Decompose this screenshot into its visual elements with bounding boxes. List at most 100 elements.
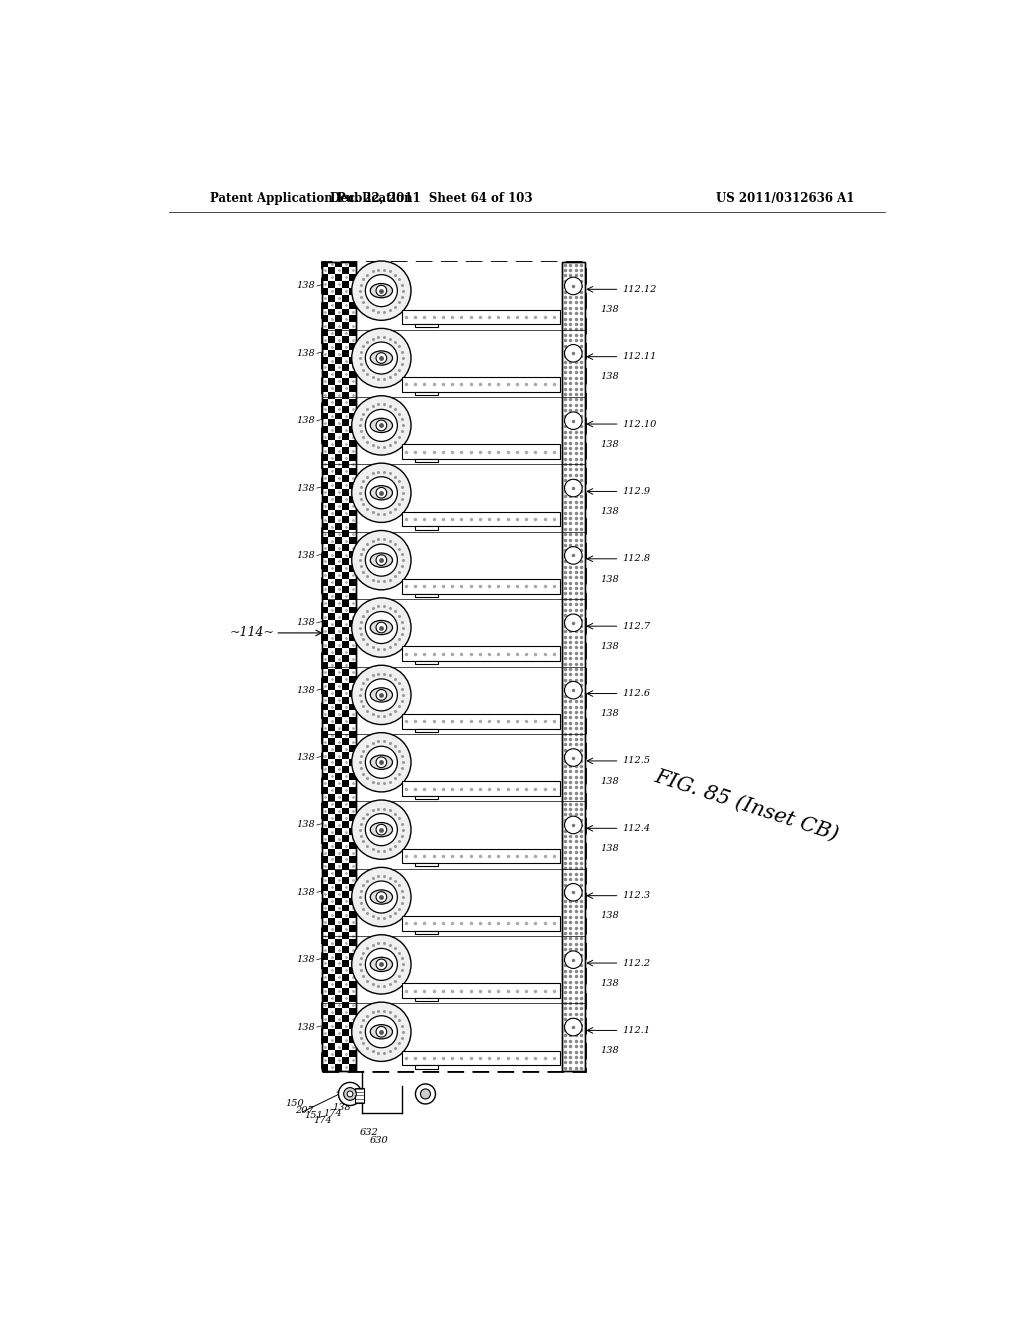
Circle shape [564, 681, 582, 700]
Bar [349, 648, 356, 655]
Bar [349, 454, 356, 461]
Text: Patent Application Publication: Patent Application Publication [210, 191, 413, 205]
Circle shape [376, 1027, 387, 1038]
Bar [336, 676, 342, 682]
Circle shape [416, 1084, 435, 1104]
Bar [329, 281, 336, 288]
Bar [349, 898, 356, 904]
Bar [349, 676, 356, 682]
Bar [342, 544, 349, 552]
Circle shape [376, 622, 387, 632]
Circle shape [376, 420, 387, 430]
Bar [322, 870, 329, 876]
Bar [329, 544, 336, 552]
Bar [329, 488, 336, 496]
Bar [329, 461, 336, 469]
Circle shape [351, 867, 411, 927]
Bar [336, 469, 342, 475]
Bar [415, 594, 438, 597]
Bar [329, 710, 336, 718]
Circle shape [351, 598, 411, 657]
Bar [342, 946, 349, 953]
Bar [336, 593, 342, 599]
Ellipse shape [371, 1024, 392, 1039]
Bar [336, 496, 342, 503]
Bar [349, 496, 356, 503]
Bar [329, 919, 336, 925]
Text: 138: 138 [297, 752, 315, 762]
Text: 138: 138 [600, 709, 620, 718]
Bar [342, 433, 349, 441]
Text: 138: 138 [297, 281, 315, 290]
Text: 138: 138 [297, 1023, 315, 1031]
Bar [336, 759, 342, 766]
Bar [336, 537, 342, 544]
Bar [336, 275, 342, 281]
Bar [349, 774, 356, 780]
Text: 174: 174 [323, 1110, 342, 1118]
Circle shape [366, 948, 397, 981]
Bar [356, 397, 562, 465]
Bar [402, 445, 560, 459]
Circle shape [351, 396, 411, 455]
Bar [349, 857, 356, 863]
Text: 138: 138 [297, 956, 315, 964]
Bar [322, 953, 329, 960]
Bar [415, 931, 438, 933]
Circle shape [564, 950, 582, 969]
Bar [336, 842, 342, 849]
Bar [329, 475, 336, 482]
Bar [349, 814, 356, 821]
Bar [322, 800, 329, 808]
Bar [336, 966, 342, 974]
Bar [329, 503, 336, 510]
Bar [349, 1022, 356, 1030]
Bar [349, 552, 356, 558]
Bar [349, 966, 356, 974]
Bar [322, 426, 329, 433]
Text: 138: 138 [600, 305, 620, 314]
Bar [349, 731, 356, 738]
Bar [349, 842, 356, 849]
Bar [322, 966, 329, 974]
Bar [356, 936, 562, 1003]
Bar [322, 718, 329, 725]
Text: 207: 207 [295, 1106, 314, 1114]
Bar [349, 371, 356, 378]
Bar [322, 884, 329, 891]
Circle shape [366, 544, 397, 576]
Bar [336, 565, 342, 572]
Bar [342, 821, 349, 829]
Circle shape [564, 1018, 582, 1036]
Bar [329, 891, 336, 898]
Bar [336, 787, 342, 793]
Bar [329, 655, 336, 663]
Bar [322, 552, 329, 558]
Bar [415, 796, 438, 799]
Bar [329, 821, 336, 829]
Bar [329, 808, 336, 814]
Circle shape [564, 412, 582, 429]
Text: 138: 138 [600, 507, 620, 516]
Bar [329, 697, 336, 704]
Bar [336, 898, 342, 904]
Circle shape [366, 342, 397, 374]
Circle shape [351, 733, 411, 792]
Bar [329, 836, 336, 842]
Bar [329, 987, 336, 995]
Bar [342, 766, 349, 774]
Bar [336, 870, 342, 876]
Bar [322, 537, 329, 544]
Bar [402, 309, 560, 325]
Bar [322, 578, 329, 586]
Bar [322, 842, 329, 849]
Bar [329, 669, 336, 676]
Text: 630: 630 [370, 1135, 389, 1144]
Bar [415, 661, 438, 664]
Bar [322, 482, 329, 488]
Circle shape [564, 614, 582, 631]
Bar [342, 752, 349, 759]
Bar [329, 863, 336, 870]
Bar [322, 385, 329, 392]
Bar [322, 1036, 329, 1043]
